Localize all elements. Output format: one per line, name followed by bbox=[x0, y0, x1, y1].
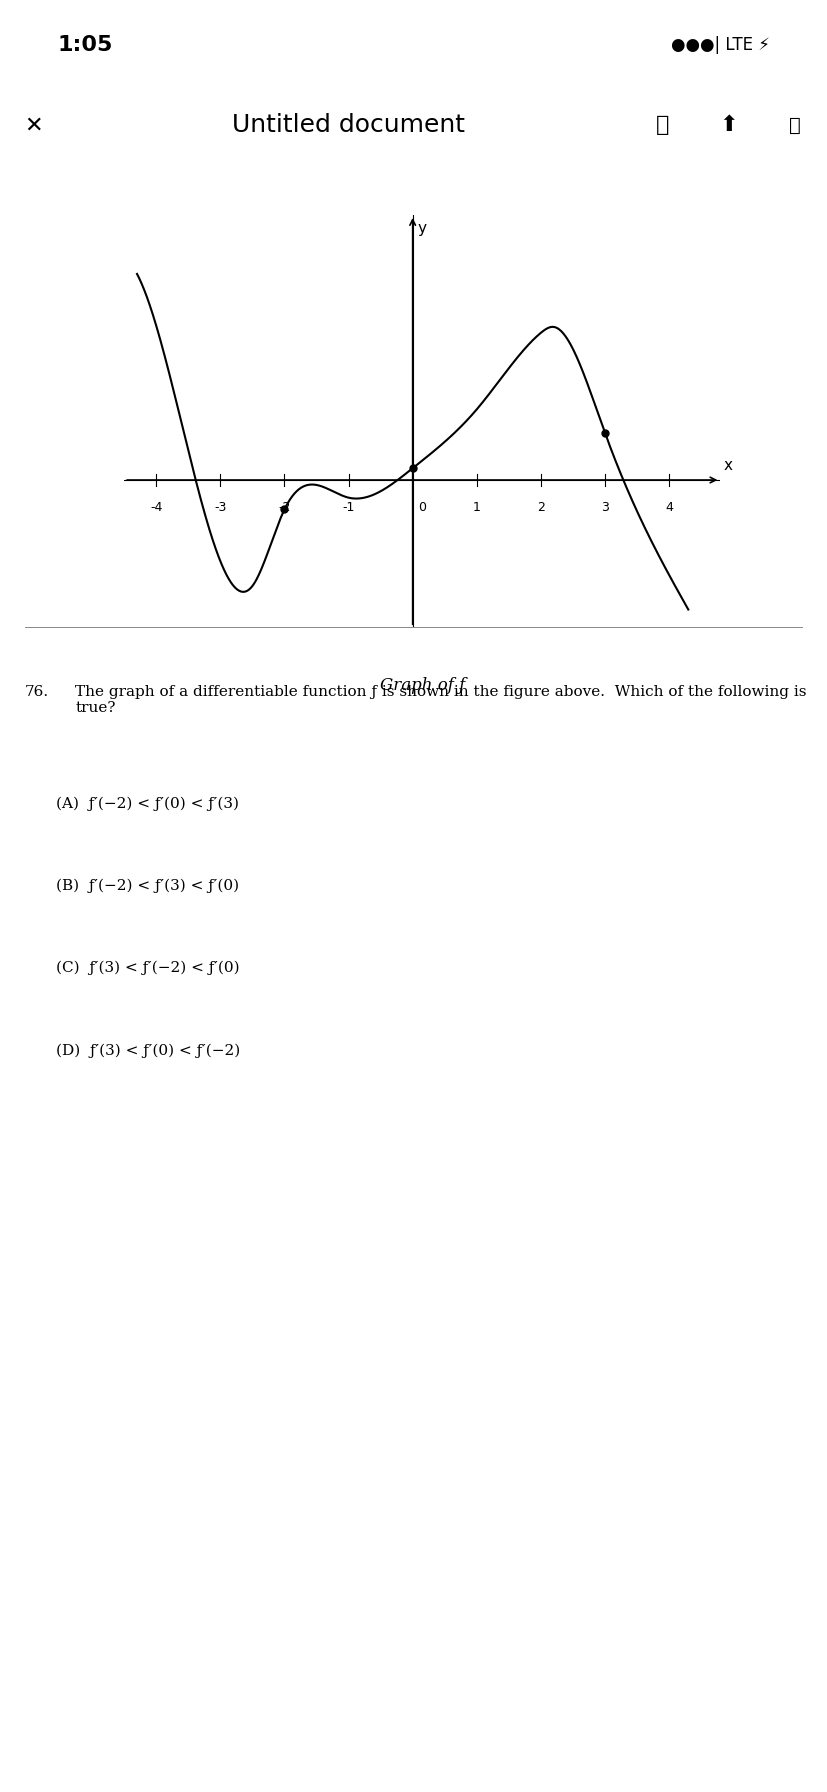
Text: -4: -4 bbox=[150, 500, 162, 514]
Text: -1: -1 bbox=[342, 500, 354, 514]
Text: ⬆: ⬆ bbox=[719, 115, 737, 136]
Text: 0: 0 bbox=[418, 500, 425, 514]
Text: 3: 3 bbox=[600, 500, 608, 514]
Text: -2: -2 bbox=[278, 500, 290, 514]
Text: 🔍: 🔍 bbox=[655, 115, 668, 136]
Text: 1:05: 1:05 bbox=[58, 34, 113, 56]
Text: -3: -3 bbox=[214, 500, 227, 514]
Text: ●●●| LTE ⚡: ●●●| LTE ⚡ bbox=[671, 36, 769, 54]
Text: 76.: 76. bbox=[25, 685, 49, 699]
Text: 2: 2 bbox=[536, 500, 544, 514]
Text: (D)  ƒ′(3) < ƒ′(0) < ƒ′(−2): (D) ƒ′(3) < ƒ′(0) < ƒ′(−2) bbox=[56, 1043, 240, 1057]
Text: ⬛: ⬛ bbox=[788, 116, 800, 134]
Text: ✕: ✕ bbox=[24, 115, 42, 136]
Text: (A)  ƒ′(−2) < ƒ′(0) < ƒ′(3): (A) ƒ′(−2) < ƒ′(0) < ƒ′(3) bbox=[56, 796, 239, 812]
Text: Graph of ƒ: Graph of ƒ bbox=[380, 677, 464, 694]
Text: (C)  ƒ′(3) < ƒ′(−2) < ƒ′(0): (C) ƒ′(3) < ƒ′(−2) < ƒ′(0) bbox=[56, 961, 239, 975]
Text: (B)  ƒ′(−2) < ƒ′(3) < ƒ′(0): (B) ƒ′(−2) < ƒ′(3) < ƒ′(0) bbox=[56, 878, 239, 892]
Text: 4: 4 bbox=[664, 500, 672, 514]
Text: 1: 1 bbox=[472, 500, 480, 514]
Text: Untitled document: Untitled document bbox=[232, 113, 464, 138]
Text: The graph of a differentiable function ƒ is shown in the figure above.  Which of: The graph of a differentiable function ƒ… bbox=[75, 685, 806, 715]
Text: y: y bbox=[418, 220, 426, 237]
Text: x: x bbox=[723, 457, 732, 473]
